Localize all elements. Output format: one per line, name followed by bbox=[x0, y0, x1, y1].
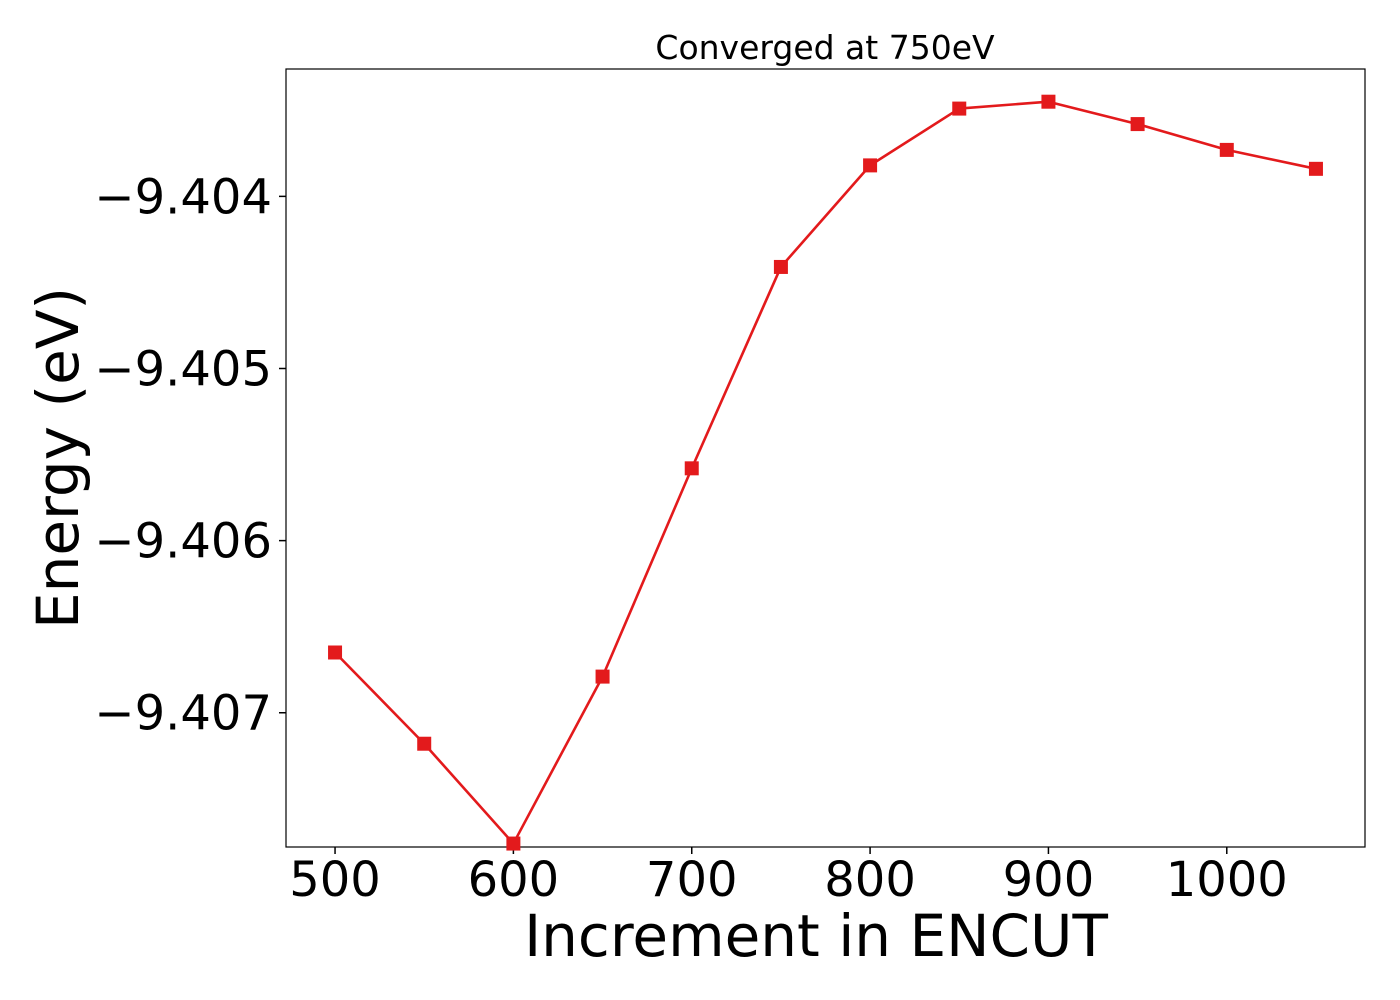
x-tick-label: 600 bbox=[468, 852, 560, 908]
y-axis-label: Energy (eV) bbox=[24, 287, 92, 629]
data-point-marker bbox=[1219, 142, 1234, 157]
y-tick-label: −9.407 bbox=[94, 686, 272, 742]
data-point-marker bbox=[506, 836, 521, 851]
y-axis: −9.404 −9.405 −9.406 −9.407 bbox=[94, 169, 286, 742]
data-point-marker bbox=[1308, 161, 1323, 176]
x-axis-label: Increment in ENCUT bbox=[524, 902, 1108, 970]
series-line bbox=[334, 100, 1317, 845]
data-point-marker bbox=[863, 158, 878, 173]
x-tick-label: 700 bbox=[646, 852, 738, 908]
data-point-marker bbox=[773, 259, 788, 274]
data-point-marker bbox=[1041, 94, 1056, 109]
y-tick-label: −9.404 bbox=[94, 169, 272, 225]
series-layer bbox=[328, 94, 1323, 851]
data-point-marker bbox=[1130, 117, 1145, 132]
x-tick-label: 800 bbox=[824, 852, 916, 908]
x-axis: 500 600 700 800 900 1000 bbox=[289, 847, 1288, 908]
data-point-marker bbox=[595, 669, 610, 684]
x-tick-label: 500 bbox=[289, 852, 381, 908]
data-point-marker bbox=[417, 736, 432, 751]
data-point-marker bbox=[952, 101, 967, 116]
chart-title: Converged at 750eV bbox=[655, 28, 995, 67]
plot-frame bbox=[285, 68, 1366, 848]
x-tick-label: 1000 bbox=[1166, 852, 1288, 908]
x-tick-label: 900 bbox=[1003, 852, 1095, 908]
y-tick-label: −9.406 bbox=[94, 514, 272, 570]
data-point-marker bbox=[328, 645, 343, 660]
y-tick-label: −9.405 bbox=[94, 341, 272, 397]
data-point-marker bbox=[684, 461, 699, 476]
